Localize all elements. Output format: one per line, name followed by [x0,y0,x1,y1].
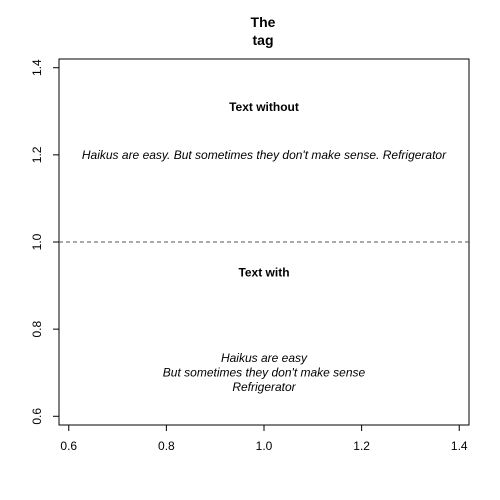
x-tick-label-1: 0.8 [158,439,175,453]
haiku-single-line-line-0: Haikus are easy. But sometimes they don'… [82,148,447,162]
text-with-heading: Text with [238,266,289,280]
haiku-multi-line-line-0: Haikus are easy [221,351,308,365]
x-tick-label-4: 1.4 [451,439,468,453]
x-tick-label-3: 1.2 [353,439,370,453]
annotations: Text without Haikus are easy. But sometim… [82,100,447,394]
x-tick-label-2: 1.0 [256,439,273,453]
chart-title: The tag [251,14,276,48]
y-tick-label-4: 1.4 [30,59,44,76]
chart-title-line-1: tag [253,32,274,48]
y-tick-label-0: 0.6 [30,408,44,425]
y-axis: 0.6 0.8 1.0 1.2 1.4 [30,59,59,425]
haiku-multi-line-line-2: Refrigerator [232,380,296,394]
haiku-single-line: Haikus are easy. But sometimes they don'… [82,148,447,162]
y-tick-label-1: 0.8 [30,320,44,337]
chart-title-line-0: The [251,14,276,30]
y-tick-label-2: 1.0 [30,233,44,250]
x-axis: 0.6 0.8 1.0 1.2 1.4 [60,425,467,453]
x-tick-label-0: 0.6 [60,439,77,453]
text-without-heading: Text without [229,100,299,114]
y-tick-label-3: 1.2 [30,146,44,163]
text-without-heading-line-0: Text without [229,100,299,114]
haiku-multi-line-line-1: But sometimes they don't make sense [163,366,366,380]
text-with-heading-line-0: Text with [238,266,289,280]
